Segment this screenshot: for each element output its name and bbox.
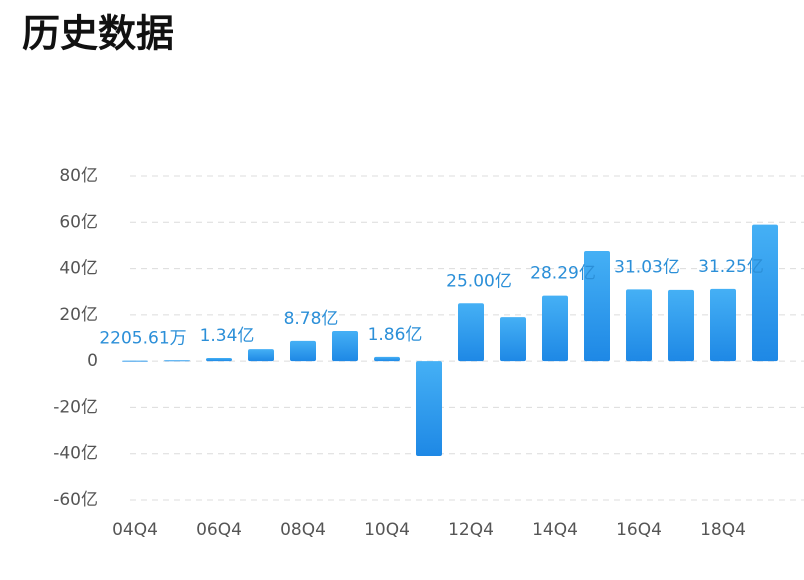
x-tick-label: 14Q4 — [532, 520, 578, 540]
x-tick-label: 06Q4 — [196, 520, 242, 540]
bar — [458, 303, 484, 362]
y-tick-label: -60亿 — [53, 490, 98, 510]
bar — [248, 349, 274, 362]
bar — [668, 289, 694, 362]
bar — [542, 295, 568, 362]
x-tick-label: 10Q4 — [364, 520, 410, 540]
y-tick-label: 60亿 — [59, 212, 98, 232]
value-label: 25.00亿 — [446, 271, 512, 291]
value-label: 8.78亿 — [284, 309, 339, 329]
value-label: 31.25亿 — [698, 257, 764, 277]
value-label: 1.86亿 — [368, 325, 423, 345]
x-tick-label: 12Q4 — [448, 520, 494, 540]
bar — [122, 360, 148, 362]
value-label: 2205.61万 — [99, 329, 186, 349]
bar — [206, 358, 232, 362]
value-label: 1.34亿 — [200, 326, 255, 346]
x-tick-label: 04Q4 — [112, 520, 158, 540]
bar — [710, 288, 736, 362]
bar — [164, 360, 190, 362]
value-label: 31.03亿 — [614, 257, 680, 277]
chart-title: 历史数据 — [22, 12, 174, 56]
value-label: 28.29亿 — [530, 264, 596, 284]
bar — [374, 356, 400, 362]
bar — [626, 289, 652, 362]
x-tick-label: 18Q4 — [700, 520, 746, 540]
bar — [416, 361, 442, 457]
bar — [332, 331, 358, 362]
bar — [500, 317, 526, 362]
y-tick-label: 0 — [87, 351, 98, 371]
x-tick-label: 16Q4 — [616, 520, 662, 540]
y-tick-label: -40亿 — [53, 444, 98, 464]
x-tick-label: 08Q4 — [280, 520, 326, 540]
bar — [584, 250, 610, 362]
bar — [290, 340, 316, 362]
y-tick-label: 80亿 — [59, 166, 98, 186]
y-tick-label: 20亿 — [59, 305, 98, 325]
y-tick-label: 40亿 — [59, 259, 98, 279]
bar — [752, 224, 778, 362]
y-tick-label: -20亿 — [53, 397, 98, 417]
